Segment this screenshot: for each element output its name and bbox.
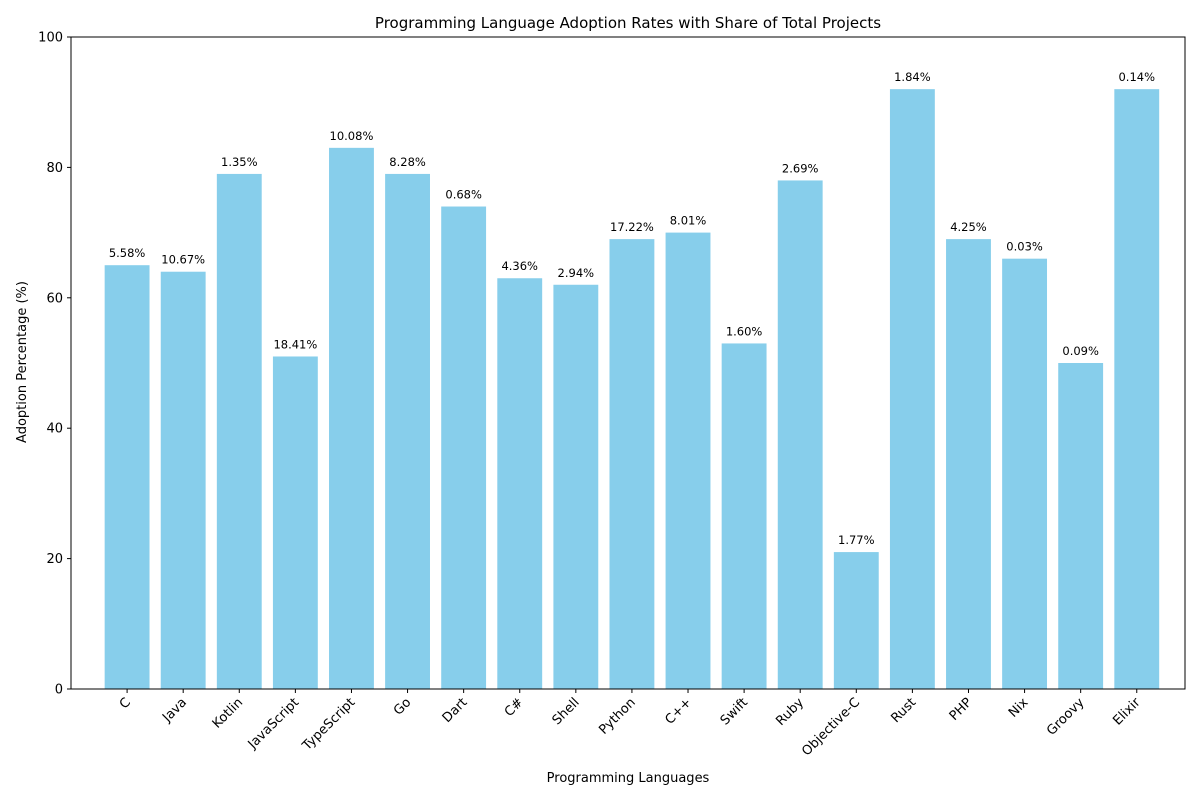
bar-shell xyxy=(553,284,599,689)
x-tick-label: C xyxy=(117,695,134,712)
data-label: 10.08% xyxy=(330,129,374,143)
bar-go xyxy=(385,173,430,690)
x-tick-label: Ruby xyxy=(773,695,807,729)
x-tick-label: Go xyxy=(391,695,414,718)
data-label: 2.69% xyxy=(782,161,819,175)
bar-typescript xyxy=(329,147,374,690)
y-tick-label: 100 xyxy=(38,31,63,46)
bar-javascript xyxy=(272,356,318,689)
x-tick-label: TypeScript xyxy=(299,695,358,754)
data-label: 0.68% xyxy=(445,188,482,202)
x-tick-label: Dart xyxy=(440,695,471,726)
y-tick-label: 80 xyxy=(46,161,63,176)
bar-php xyxy=(946,239,991,689)
x-tick-label: Elixir xyxy=(1110,695,1144,729)
data-label: 4.36% xyxy=(501,259,538,273)
bar-rust xyxy=(889,89,935,689)
x-tick-label: Python xyxy=(596,695,638,737)
bar-kotlin xyxy=(216,173,262,690)
x-tick-label: JavaScript xyxy=(245,695,302,752)
x-tick-label: Java xyxy=(159,695,190,726)
bar-c- xyxy=(497,278,543,689)
data-label: 17.22% xyxy=(610,220,654,234)
plot-area: 5.58% 10.67% 1.35% 18.41% 10.08% 8.28% 0.68% 4.… xyxy=(38,31,1186,759)
x-tick-label: Nix xyxy=(1006,695,1032,721)
x-tick-label: Objective-C xyxy=(799,695,863,759)
data-label: 0.09% xyxy=(1062,344,1099,358)
x-tick-label: Swift xyxy=(718,695,751,728)
y-tick-label: 40 xyxy=(46,422,63,437)
data-label: 0.14% xyxy=(1118,70,1155,84)
bar-nix xyxy=(1002,258,1048,689)
y-tick-label: 20 xyxy=(46,552,63,567)
data-label: 0.03% xyxy=(1006,240,1043,254)
bar-groovy xyxy=(1058,363,1104,689)
bar-java xyxy=(160,271,206,689)
bar-swift xyxy=(721,343,767,689)
data-label: 1.35% xyxy=(221,155,258,169)
data-label: 8.28% xyxy=(389,155,426,169)
y-tick-label: 0 xyxy=(55,683,63,698)
y-axis-label: Adoption Percentage (%) xyxy=(15,281,30,443)
data-label: 2.94% xyxy=(558,266,595,280)
data-label: 18.41% xyxy=(273,337,317,351)
axes-frame xyxy=(70,36,1186,690)
x-tick-label: C++ xyxy=(662,695,694,727)
x-tick-label: Groovy xyxy=(1044,695,1088,739)
bar-python xyxy=(609,239,655,689)
chart-title: Programming Language Adoption Rates with… xyxy=(375,14,881,32)
bar-dart xyxy=(441,206,487,689)
x-tick-label: Kotlin xyxy=(210,695,246,731)
bar-c- xyxy=(665,232,711,689)
bar-c xyxy=(104,265,150,689)
x-tick-label: PHP xyxy=(947,695,976,724)
y-tick-label: 60 xyxy=(46,291,63,306)
x-tick-label: Shell xyxy=(550,695,583,728)
x-tick-label: Rust xyxy=(888,695,919,726)
data-label: 8.01% xyxy=(670,214,707,228)
x-tick-label: C# xyxy=(502,695,527,720)
x-axis-label: Programming Languages xyxy=(547,771,710,786)
data-label: 10.67% xyxy=(161,253,205,267)
bar-objective-c xyxy=(833,552,879,689)
data-label: 4.25% xyxy=(950,220,987,234)
bar-elixir xyxy=(1114,89,1160,689)
data-label: 1.84% xyxy=(894,70,931,84)
data-label: 1.77% xyxy=(838,533,875,547)
data-label: 5.58% xyxy=(109,246,146,260)
data-label: 1.60% xyxy=(726,324,763,338)
bar-ruby xyxy=(777,180,823,689)
